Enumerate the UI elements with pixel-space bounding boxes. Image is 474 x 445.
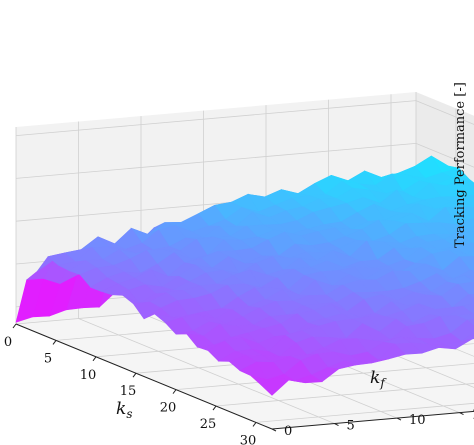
x-tick-label: 10 [80,368,97,383]
grid-line [15,142,474,179]
y-tick-label: 0 [284,424,292,439]
y-tick-label: 10 [409,413,426,428]
x-tick-label: 25 [200,417,217,432]
x-tick-mark [12,323,17,329]
x-tick-mark [132,372,137,378]
surface-facet [260,377,290,396]
y-tick-mark [459,412,464,416]
x-tick-mark [252,422,257,427]
surface-facet [467,200,474,207]
x-axis-line [15,323,273,430]
x-tick-mark [52,340,57,345]
x-tick-mark [212,405,217,411]
y-tick-mark [271,428,277,432]
x-axis-title: ks [116,399,132,421]
surface-mesh [15,155,474,396]
x-tick-label: 5 [44,351,52,366]
y-tick-label: 15 [472,408,474,423]
x-tick-label: 0 [4,335,12,350]
grid-line [78,121,335,424]
x-tick-mark [92,356,97,362]
y-tick-label: 5 [347,419,355,434]
y-tick-mark [334,423,339,426]
y-axis-line [271,410,474,430]
y-tick-mark [396,417,402,421]
grid-line [255,402,474,423]
x-axis-ticks: 0 5 10 15 20 25 30 [4,323,257,445]
x-tick-label: 15 [120,384,137,399]
grid-line [15,100,474,136]
x-tick-label: 20 [160,401,177,416]
x-tick-label: 30 [240,433,257,445]
axis-lines [15,323,474,430]
z-axis-title: Tracking Performance [-] [453,82,468,248]
grid-line [215,383,474,407]
x-tick-mark [172,389,177,394]
